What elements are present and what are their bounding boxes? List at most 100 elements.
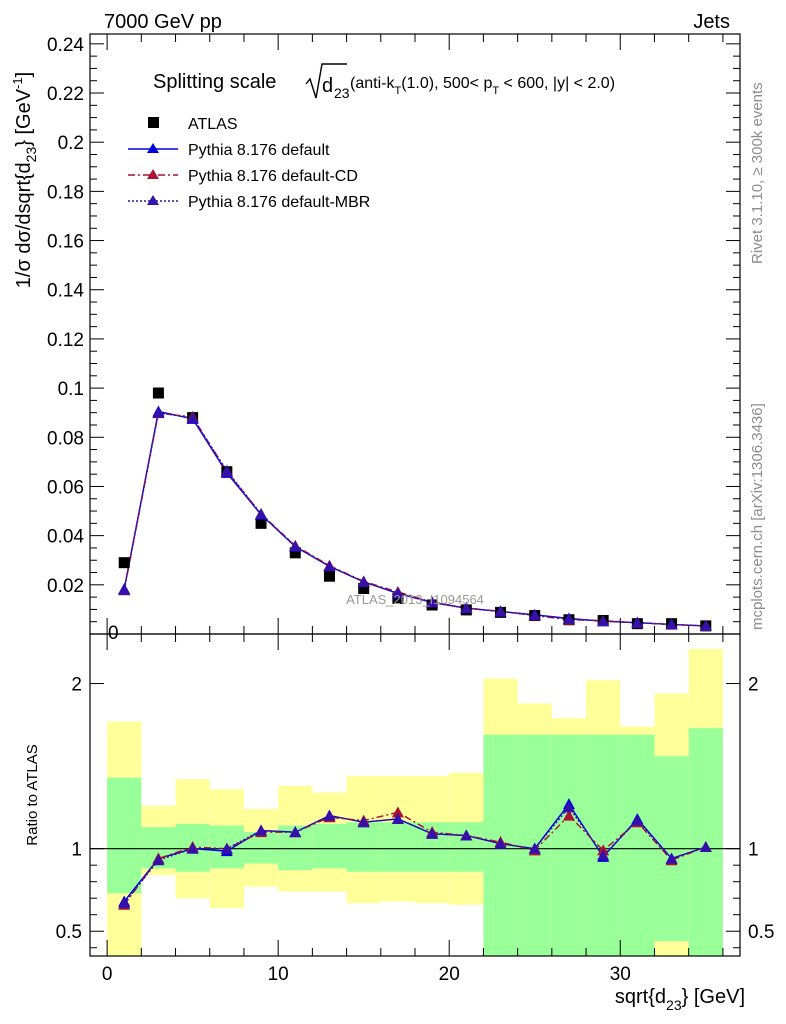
x-tick-label: 30 [610,964,631,985]
main-y-tick-label: 0.1 [58,379,84,400]
legend-marker-mbr [147,195,159,205]
x-tick-label: 0 [102,964,113,985]
main-point-mbr [562,612,575,624]
ratio-plot-panel: 0 10 20 30 0.5 0.5 1 1 2 2 [56,633,774,985]
ratio-y-axis-label: Ratio to ATLAS [24,744,41,845]
main-point-atlas [118,557,130,569]
main-point-mbr [597,615,610,627]
main-point-mbr [391,587,404,599]
title-paren-open: (anti-k [350,75,395,92]
ylabel-superscript: -1 [10,77,25,89]
title-parameters: (anti-kT(1.0), 500< pT < 600, |y| < 2.0) [350,75,615,97]
ratio-point-mbr [391,812,404,824]
ratio-point-mbr [528,842,541,854]
title-pt-subscript: T [492,85,499,97]
main-y-tick-label: 0.04 [47,527,84,548]
main-y-tick-label: 0.16 [47,232,84,253]
ratio-line-cd [123,811,707,906]
sqrt-symbol-icon [305,63,347,99]
main-point-mbr [323,560,336,572]
legend-label-default: Pythia 8.176 default [188,142,330,159]
main-point-mbr [152,406,165,418]
ratio-point-mbr [118,897,131,909]
main-y-tick-label: 0.24 [47,35,84,56]
legend-marker-atlas [148,117,159,128]
main-y-tick-label: 0.02 [47,576,84,597]
main-point-mbr [494,605,507,617]
title-prefix: Splitting scale [153,71,276,93]
ratio-point-mbr [631,814,644,826]
ratio-point-mbr [323,809,336,821]
rivet-version-label: Rivet 3.1.10, ≥ 300k events [749,82,766,264]
ratio-point-mbr [426,827,439,839]
main-y-tick-label: 0.14 [47,281,84,302]
x-tick-label: 10 [268,964,289,985]
ratio-point-mbr [186,842,199,854]
ylabel-mid: } [GeV [13,88,35,146]
header-process-label: Jets [693,11,730,33]
xlabel-subscript: 23 [666,997,682,1013]
xlabel-prefix: sqrt{d [615,986,666,1008]
legend-entry-default: Pythia 8.176 default [128,142,330,159]
ratio-point-mbr [152,854,165,866]
ratio-band-inner [107,777,142,894]
main-y-axis-label: 1/σ dσ/dsqrt{d23} [GeV-1] [10,72,39,288]
main-y-tick-label: 0.22 [47,84,84,105]
legend-label-atlas: ATLAS [188,116,238,133]
xlabel-suffix: } [GeV] [682,986,745,1008]
legend-label-cd: Pythia 8.176 default-CD [188,168,358,185]
legend-entry-atlas: ATLAS [148,116,238,133]
ratio-y-tick-label-right: 2 [748,675,759,696]
ratio-y-tick-label: 2 [71,675,82,696]
ylabel-suffix: ] [13,72,35,78]
header-beam-label: 7000 GeV pp [104,11,222,33]
ratio-band-inner [551,734,587,956]
ylabel-prefix: 1/σ dσ/dsqrt{d [13,162,35,288]
main-point-mbr [357,575,370,587]
ratio-point-mbr [357,816,370,828]
main-point-mbr [118,583,131,595]
title-root-base: d [322,75,333,97]
main-point-mbr [699,619,712,631]
main-y-tick-label: 0.2 [58,133,84,154]
legend-entry-mbr: Pythia 8.176 default-MBR [128,194,370,211]
legend-label-mbr: Pythia 8.176 default-MBR [188,194,370,211]
main-y-tick-label: 0.06 [47,477,84,498]
title-radius-and-pt: (1.0), 500< p [401,75,492,92]
main-point-mbr [528,609,541,621]
ratio-point-mbr [597,849,610,861]
main-line-cd [123,412,706,627]
ratio-y-tick-label: 0.5 [56,922,82,943]
ratio-band-inner [312,823,347,869]
legend-entry-cd: Pythia 8.176 default-CD [128,168,358,185]
legend-marker-default [147,143,159,153]
main-point-atlas [152,387,164,399]
main-point-mbr [426,596,439,608]
ratio-point-cd [391,806,404,818]
main-point-mbr [665,618,678,630]
ratio-point-mbr [255,824,268,836]
title-root-subscript: 23 [334,85,350,101]
x-axis-label: sqrt{d23} [GeV] [615,986,745,1013]
main-point-mbr [220,464,233,476]
analysis-watermark: ATLAS_2013_I1094564 [346,592,484,607]
main-point-atlas [255,517,267,529]
ratio-point-mbr [699,841,712,853]
main-y-tick-label: 0.18 [47,182,84,203]
ratio-y-tick-label: 1 [71,840,82,861]
main-point-atlas [323,570,335,582]
main-point-atlas [289,547,301,559]
ratio-y-tick-label-right: 1 [748,840,759,861]
ratio-point-cd [562,809,575,821]
ratio-plot-marks [118,798,712,910]
main-plot-title: Splitting scale d 23 (anti-k T(1.0), 500<… [153,63,615,101]
legend: ATLAS Pythia 8.176 default Pythia 8.176 … [128,116,370,211]
ratio-point-mbr [220,842,233,854]
main-y-tick-label: 0.08 [47,428,84,449]
ratio-point-mbr [289,826,302,838]
main-point-mbr [289,540,302,552]
ratio-band-inner [380,822,415,872]
title-cuts: < 600, |y| < 2.0) [499,75,615,92]
ratio-point-mbr [665,852,678,864]
